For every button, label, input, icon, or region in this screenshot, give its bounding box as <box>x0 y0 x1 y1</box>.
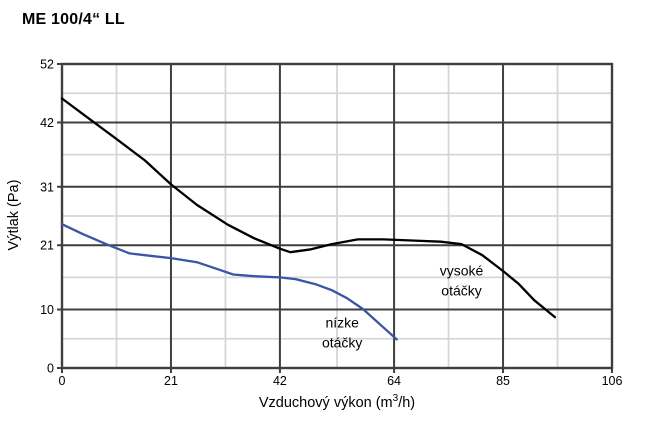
series-curve-vysok-ot-ky <box>60 97 557 319</box>
x-tick-label: 0 <box>59 374 66 388</box>
y-tick-label: 52 <box>40 58 54 72</box>
y-tick-label: 31 <box>40 180 54 194</box>
series-curve-n-zke-ot-ky <box>60 223 398 341</box>
y-axis-label: Výtlak (Pa) <box>6 179 22 251</box>
plot-frame <box>60 62 614 370</box>
x-tick-label: 21 <box>164 374 178 388</box>
x-axis-label-superscript: 3 <box>392 393 399 404</box>
y-tick-label: 0 <box>47 362 54 376</box>
curve-label-line: vysoké <box>440 262 484 278</box>
curve-label-line: nízke <box>325 314 359 330</box>
curve-label: vysoké otáčky <box>440 262 484 298</box>
x-tick-label: 106 <box>602 374 623 388</box>
y-tick-label: 10 <box>40 303 54 317</box>
x-tick-label: 42 <box>273 374 287 388</box>
x-tick-label: 85 <box>496 374 510 388</box>
curve-label-line: otáčky <box>441 282 481 298</box>
x-axis-label-post: /h) <box>398 394 416 411</box>
x-axis-label-pre: Vzduchový výkon (m <box>258 394 393 411</box>
curve-label: nízke otáčky <box>322 314 362 350</box>
x-tick-label: 64 <box>387 374 401 388</box>
chart-title: ME 100/4“ LL <box>22 11 125 28</box>
y-tick-label: 42 <box>40 116 54 130</box>
x-axis-label: Vzduchový výkon (m3/h) <box>62 393 612 411</box>
curve-label-line: otáčky <box>322 334 362 350</box>
y-tick-label: 21 <box>40 239 54 253</box>
